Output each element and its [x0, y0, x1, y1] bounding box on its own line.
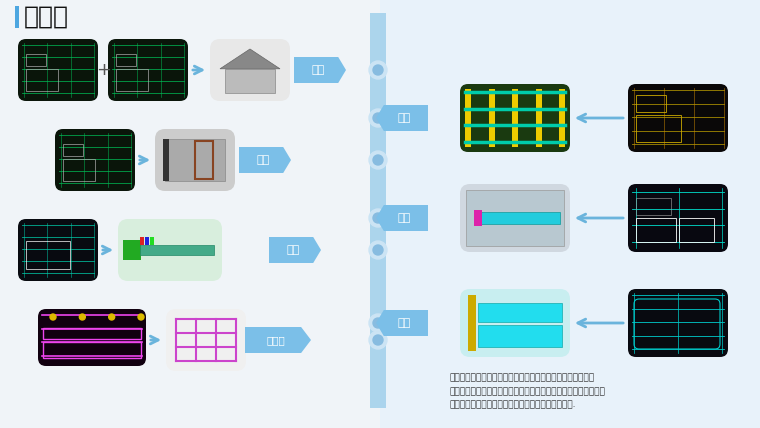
Circle shape	[373, 113, 383, 123]
Bar	[165, 139, 225, 181]
Bar	[26, 69, 58, 91]
Bar	[140, 237, 144, 245]
Bar	[478, 325, 562, 347]
Bar	[140, 245, 214, 255]
Bar	[145, 237, 149, 245]
Bar	[474, 210, 482, 226]
Bar	[26, 241, 70, 269]
Text: 建筑: 建筑	[312, 65, 325, 75]
Circle shape	[369, 209, 387, 227]
Circle shape	[373, 318, 383, 328]
Polygon shape	[376, 310, 428, 336]
Bar	[478, 303, 562, 322]
Text: 将以往的线条式的构件形成一种三维的立体实物图形展示在人
们的面前；设计过程通过提供直观的三维模型展示，提高业主及设
计相关方面的沟通效率，为业主提供良好的决策条: 将以往的线条式的构件形成一种三维的立体实物图形展示在人 们的面前；设计过程通过提…	[450, 373, 606, 410]
FancyBboxPatch shape	[155, 129, 235, 191]
Text: 通风: 通风	[397, 213, 410, 223]
Text: 空调: 空调	[397, 318, 410, 328]
Bar	[15, 6, 18, 28]
Circle shape	[373, 155, 383, 165]
FancyBboxPatch shape	[38, 309, 146, 366]
FancyBboxPatch shape	[628, 184, 728, 252]
Text: 电气: 电气	[287, 245, 299, 255]
Bar	[679, 218, 714, 242]
Circle shape	[373, 65, 383, 75]
FancyBboxPatch shape	[210, 39, 290, 101]
Polygon shape	[239, 147, 291, 173]
Bar	[43, 328, 141, 339]
Bar	[370, 13, 386, 408]
Bar	[163, 139, 169, 181]
Circle shape	[138, 314, 144, 320]
Bar	[636, 218, 676, 242]
Bar	[116, 69, 148, 91]
Text: 给排水: 给排水	[266, 335, 285, 345]
FancyBboxPatch shape	[18, 39, 98, 101]
Bar	[489, 89, 495, 147]
Circle shape	[369, 241, 387, 259]
Bar	[123, 240, 141, 260]
Polygon shape	[269, 237, 321, 263]
FancyBboxPatch shape	[460, 84, 570, 152]
Bar	[63, 144, 83, 156]
Polygon shape	[376, 205, 428, 231]
Bar	[636, 115, 681, 142]
Polygon shape	[245, 327, 311, 353]
Bar	[468, 295, 476, 351]
Bar	[26, 54, 46, 66]
Polygon shape	[294, 57, 346, 83]
FancyBboxPatch shape	[460, 289, 570, 357]
Bar	[465, 89, 471, 147]
Circle shape	[369, 61, 387, 79]
Bar	[43, 342, 141, 358]
FancyBboxPatch shape	[460, 184, 570, 252]
Polygon shape	[376, 105, 428, 131]
FancyBboxPatch shape	[166, 309, 246, 371]
Text: 结构: 结构	[397, 113, 410, 123]
FancyBboxPatch shape	[118, 219, 222, 281]
Bar	[195, 141, 213, 179]
Bar	[380, 0, 760, 428]
Circle shape	[369, 331, 387, 349]
Circle shape	[369, 109, 387, 127]
FancyBboxPatch shape	[55, 129, 135, 191]
Circle shape	[373, 335, 383, 345]
Bar	[636, 95, 666, 112]
Bar	[512, 89, 518, 147]
Circle shape	[79, 314, 85, 320]
Circle shape	[109, 314, 115, 320]
Bar	[466, 190, 564, 246]
Circle shape	[373, 245, 383, 255]
Bar	[63, 159, 95, 181]
Bar	[116, 54, 136, 66]
Text: 可视化: 可视化	[24, 5, 69, 29]
Circle shape	[50, 314, 56, 320]
FancyBboxPatch shape	[628, 289, 728, 357]
FancyBboxPatch shape	[628, 84, 728, 152]
Text: +: +	[97, 61, 112, 79]
Circle shape	[369, 314, 387, 332]
Text: 装饰: 装饰	[256, 155, 270, 165]
Polygon shape	[220, 49, 280, 69]
FancyBboxPatch shape	[18, 219, 98, 281]
Bar	[225, 69, 275, 93]
Circle shape	[369, 151, 387, 169]
Bar	[636, 198, 671, 215]
Bar	[536, 89, 541, 147]
Circle shape	[373, 213, 383, 223]
FancyBboxPatch shape	[108, 39, 188, 101]
Bar	[559, 89, 565, 147]
Bar	[474, 212, 560, 224]
Bar	[150, 237, 154, 245]
